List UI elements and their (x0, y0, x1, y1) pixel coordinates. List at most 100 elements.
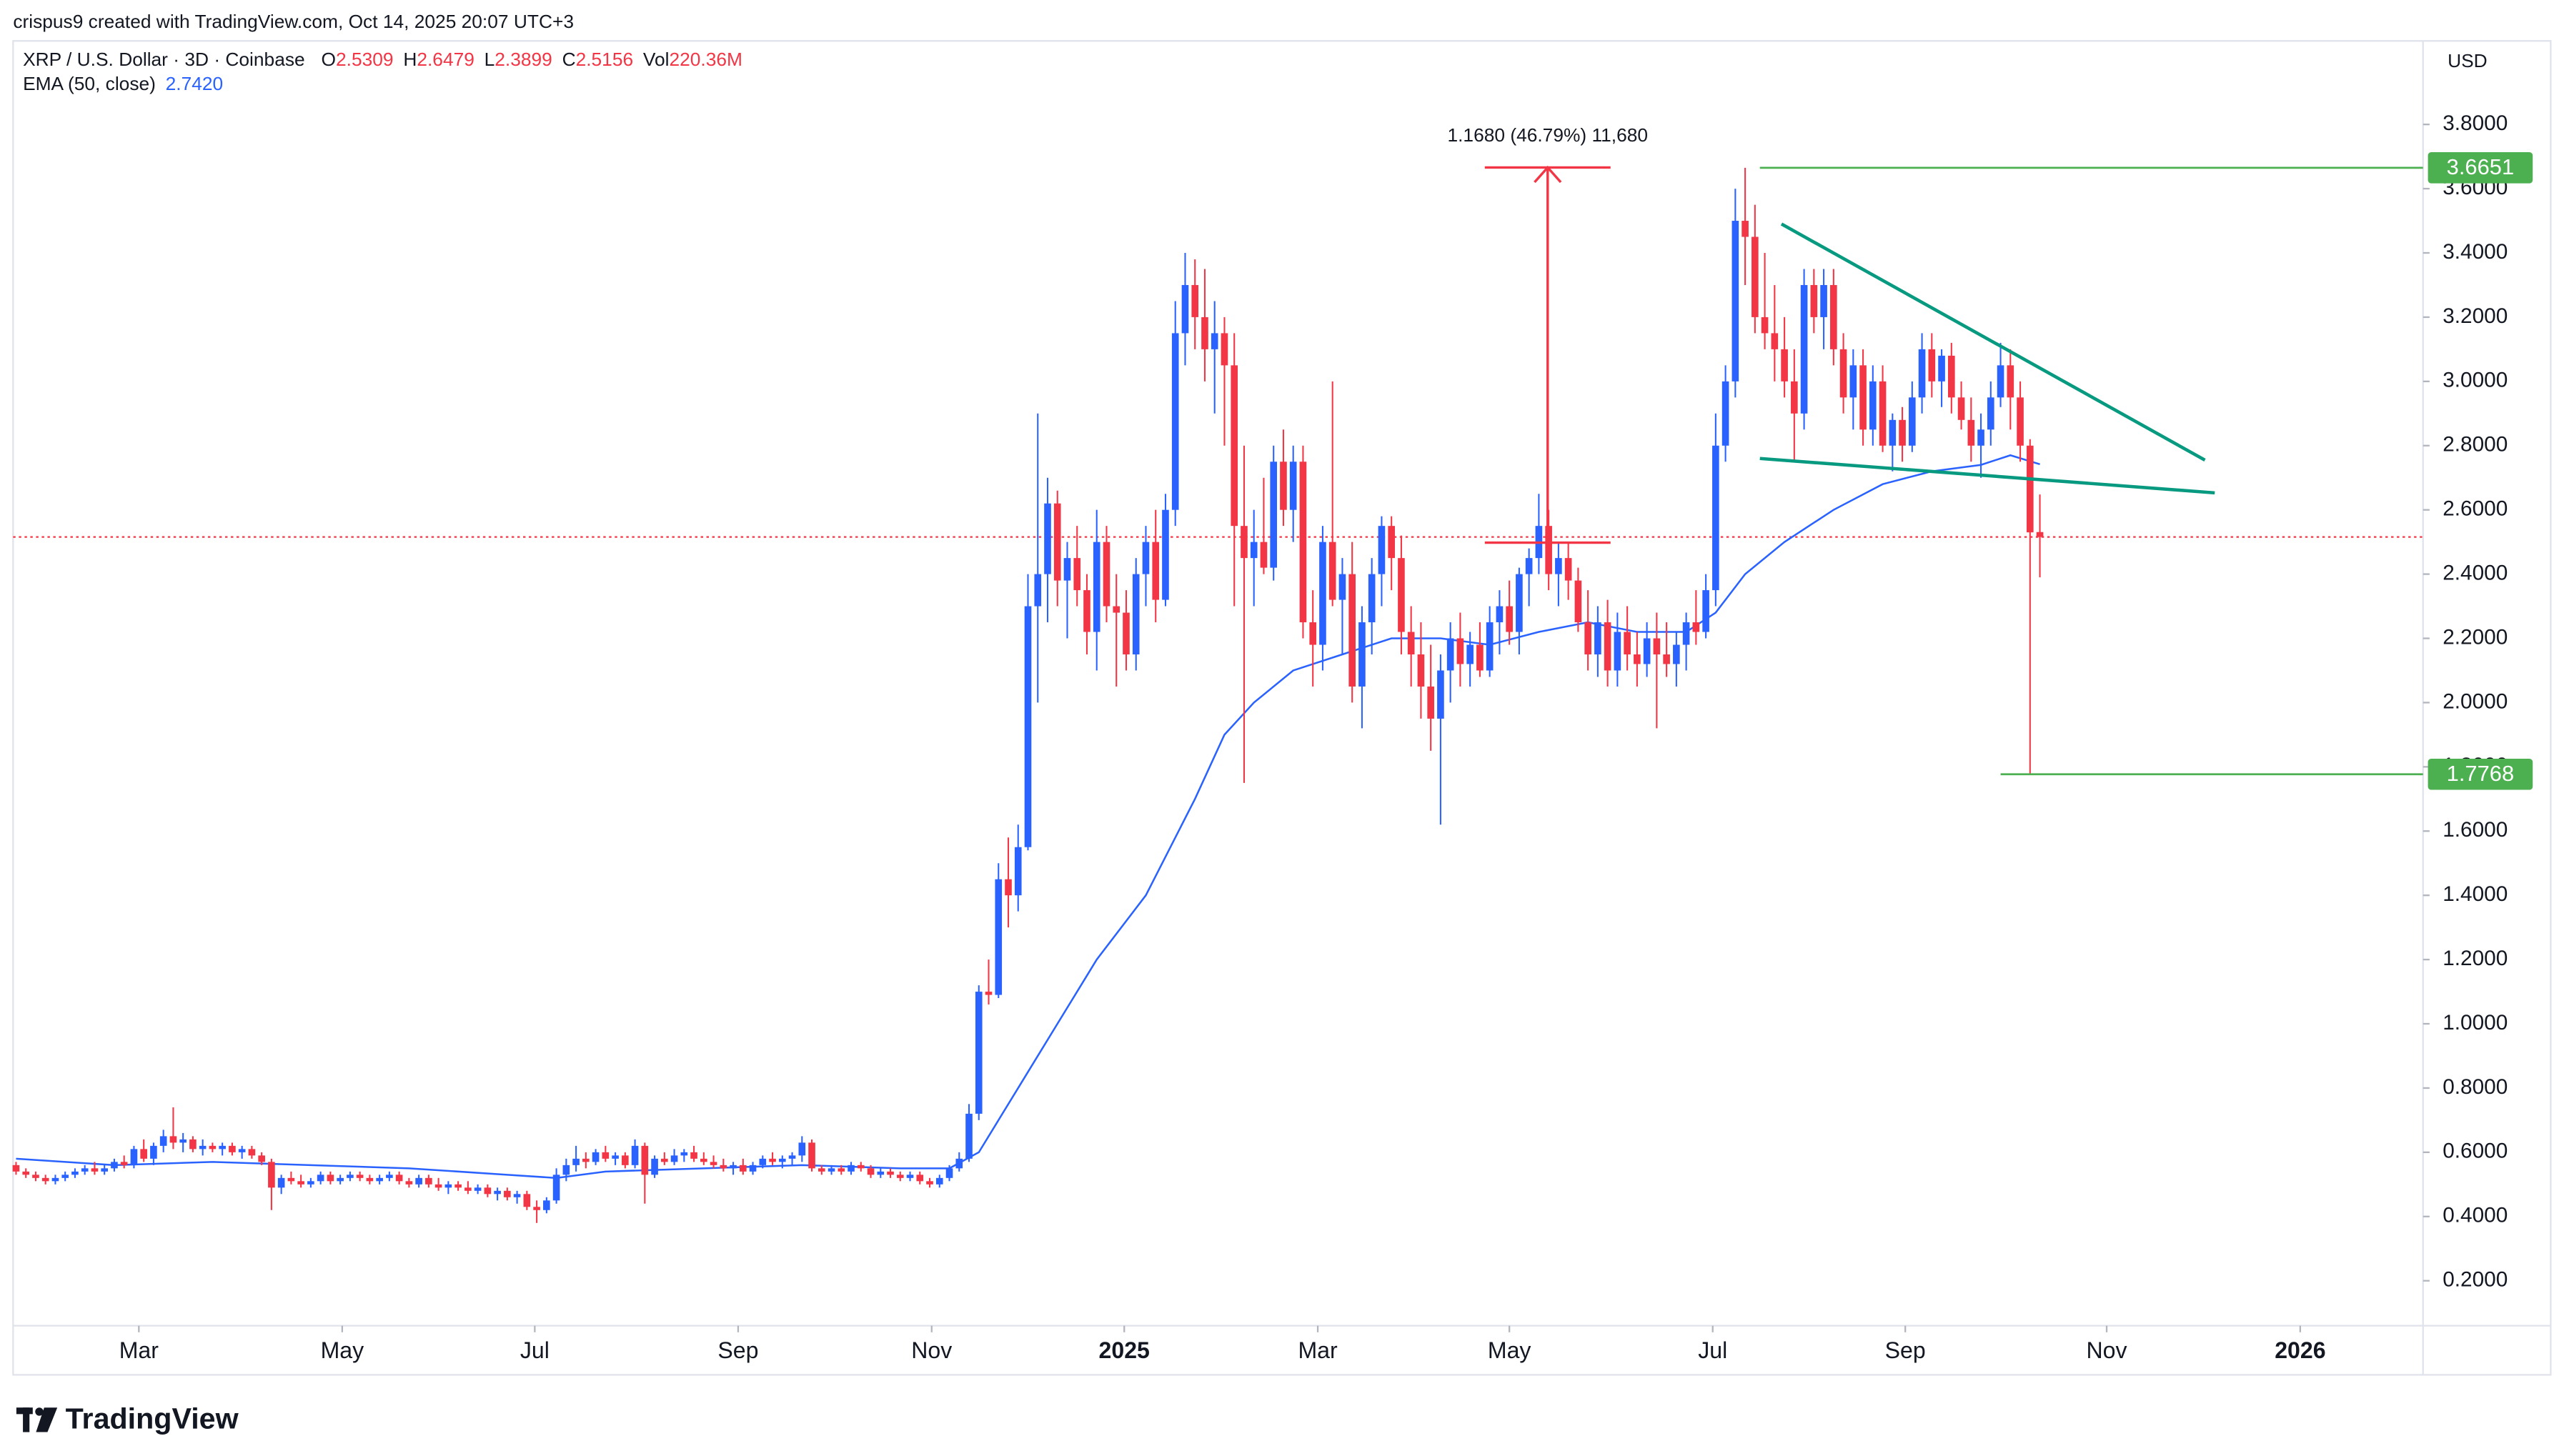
candle-body (935, 1177, 943, 1185)
candle-body (277, 1177, 285, 1188)
candle-body (1378, 526, 1386, 574)
y-tick-label: 1.6000 (2443, 818, 2508, 842)
level-label: 1.7768 (2447, 761, 2515, 786)
candle-body (1005, 879, 1012, 896)
candle-body (1555, 558, 1562, 574)
candle-body (1132, 574, 1140, 654)
candle-body (258, 1155, 265, 1162)
candle-body (2017, 397, 2024, 446)
candle-body (1682, 622, 1690, 645)
candle-body (1024, 606, 1032, 847)
candle-body (1830, 284, 1837, 349)
candle-body (818, 1168, 825, 1172)
ohlc-value: 2.6479 (417, 49, 474, 70)
y-tick-label: 0.8000 (2443, 1075, 2508, 1099)
candle-body (857, 1165, 865, 1169)
candle-body (1957, 397, 1965, 420)
candle-body (1171, 333, 1179, 510)
candle-body (1545, 526, 1552, 574)
candle-body (91, 1168, 99, 1172)
y-tick-label: 3.2000 (2443, 304, 2508, 328)
candle-body (1152, 542, 1160, 600)
candle-body (1967, 419, 1975, 446)
candle-body (1889, 419, 1897, 446)
candle-body (622, 1155, 629, 1165)
candle-body (1604, 622, 1611, 671)
candle-body (297, 1181, 304, 1185)
candle-body (1162, 509, 1169, 600)
candle-body (1810, 284, 1818, 317)
candle-body (1221, 333, 1228, 366)
candle-body (710, 1162, 717, 1165)
ohlc-value: 2.5309 (336, 49, 394, 70)
logo-text: TradingView (66, 1402, 239, 1435)
candle-body (1702, 590, 1709, 632)
candle-body (965, 1113, 973, 1159)
y-tick-label: 2.8000 (2443, 433, 2508, 457)
candle-body (386, 1175, 393, 1178)
candle-body (454, 1184, 462, 1188)
currency-label: USD (2448, 50, 2488, 71)
candle-body (543, 1200, 550, 1210)
candle-body (1123, 612, 1130, 654)
candle-body (602, 1152, 610, 1159)
candle-body (1053, 503, 1061, 581)
candle-body (504, 1190, 511, 1197)
candle-body (1584, 622, 1591, 654)
x-tick-label: Sep (1885, 1337, 1926, 1363)
candle-body (1574, 580, 1582, 623)
candle-body (887, 1171, 894, 1175)
y-tick-label: 2.2000 (2443, 625, 2508, 649)
candle-body (1338, 574, 1346, 600)
candle-body (287, 1177, 295, 1182)
candle-body (1948, 355, 1955, 398)
candle-body (1506, 606, 1513, 632)
x-tick-label: Jul (1698, 1337, 1727, 1363)
candle-body (1879, 381, 1887, 446)
ohlc-value: 2.3899 (495, 49, 552, 70)
candle-body (1731, 221, 1739, 382)
candle-body (111, 1162, 118, 1169)
y-tick-label: 3.4000 (2443, 240, 2508, 264)
candle-body (1250, 542, 1258, 559)
candle-body (759, 1158, 767, 1165)
x-tick-label: Nov (2087, 1337, 2127, 1363)
candle-body (916, 1175, 924, 1182)
candle-body (317, 1175, 324, 1182)
candle-body (1928, 349, 1936, 382)
candle-body (1142, 542, 1150, 574)
ohlc-label: O (322, 49, 336, 70)
candle-body (700, 1158, 707, 1162)
candle-body (661, 1158, 668, 1162)
candle-body (1800, 284, 1808, 414)
candle-body (356, 1175, 364, 1178)
candle-body (1211, 333, 1218, 349)
candle-body (444, 1184, 452, 1188)
candle-body (1673, 644, 1680, 664)
candle-body (1761, 316, 1769, 334)
candle-body (140, 1149, 147, 1159)
candle-body (1063, 558, 1071, 581)
candle-body (1771, 333, 1779, 349)
candle-body (12, 1165, 20, 1172)
candle-body (1073, 558, 1081, 591)
candle-body (1643, 638, 1651, 664)
candle-body (1407, 632, 1415, 654)
candle-body (347, 1175, 354, 1178)
candle-body (1564, 558, 1572, 581)
candle-body (1358, 622, 1366, 687)
candle-body (1437, 670, 1444, 719)
candle-body (268, 1162, 275, 1188)
candle-body (1909, 397, 1916, 446)
candle-body (81, 1168, 89, 1172)
candle-body (641, 1145, 649, 1175)
candle-body (366, 1177, 374, 1182)
candle-body (395, 1175, 403, 1182)
candle-body (1653, 638, 1661, 654)
candle-body (1456, 638, 1464, 664)
candle-body (219, 1145, 226, 1150)
candle-body (1839, 349, 1847, 398)
candle-body (995, 879, 1003, 995)
candle-body (1692, 622, 1700, 632)
logo-icon (23, 1407, 30, 1432)
